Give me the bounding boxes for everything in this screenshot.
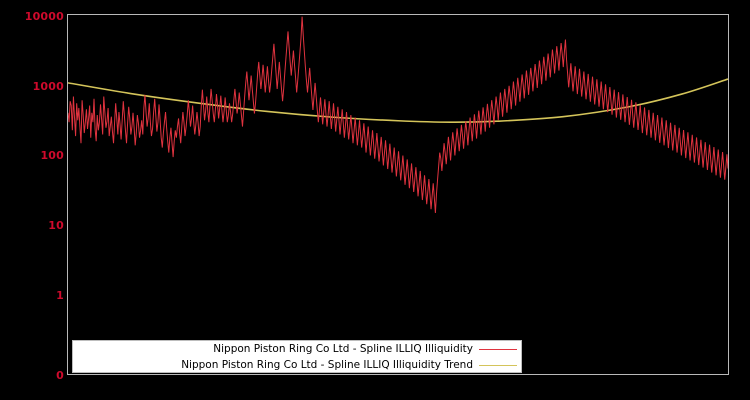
ytick-label-100: 100 bbox=[40, 149, 64, 162]
chart-plot-area bbox=[68, 16, 728, 214]
ytick-label-1000: 1000 bbox=[32, 80, 64, 93]
trend-line-group bbox=[68, 78, 728, 124]
plot-frame bbox=[67, 14, 729, 375]
legend-entry-trend: Nippon Piston Ring Co Ltd - Spline ILLIQ… bbox=[73, 357, 521, 373]
legend-entry-series: Nippon Piston Ring Co Ltd - Spline ILLIQ… bbox=[73, 341, 521, 357]
chart-legend: Nippon Piston Ring Co Ltd - Spline ILLIQ… bbox=[72, 340, 522, 373]
ytick-label-10: 10 bbox=[48, 219, 64, 232]
trend-line bbox=[68, 78, 728, 124]
legend-label-series: Nippon Piston Ring Co Ltd - Spline ILLIQ… bbox=[213, 342, 473, 355]
series-line-group bbox=[68, 16, 728, 214]
line-swatch-series-icon bbox=[479, 348, 517, 350]
legend-label-trend: Nippon Piston Ring Co Ltd - Spline ILLIQ… bbox=[181, 358, 473, 371]
ytick-label-10000: 10000 bbox=[24, 10, 64, 23]
illiquidity-line bbox=[68, 16, 728, 214]
line-swatch-trend-icon bbox=[479, 364, 517, 366]
ytick-label-1: 1 bbox=[56, 289, 64, 302]
ytick-label-0: 0 bbox=[56, 369, 64, 382]
